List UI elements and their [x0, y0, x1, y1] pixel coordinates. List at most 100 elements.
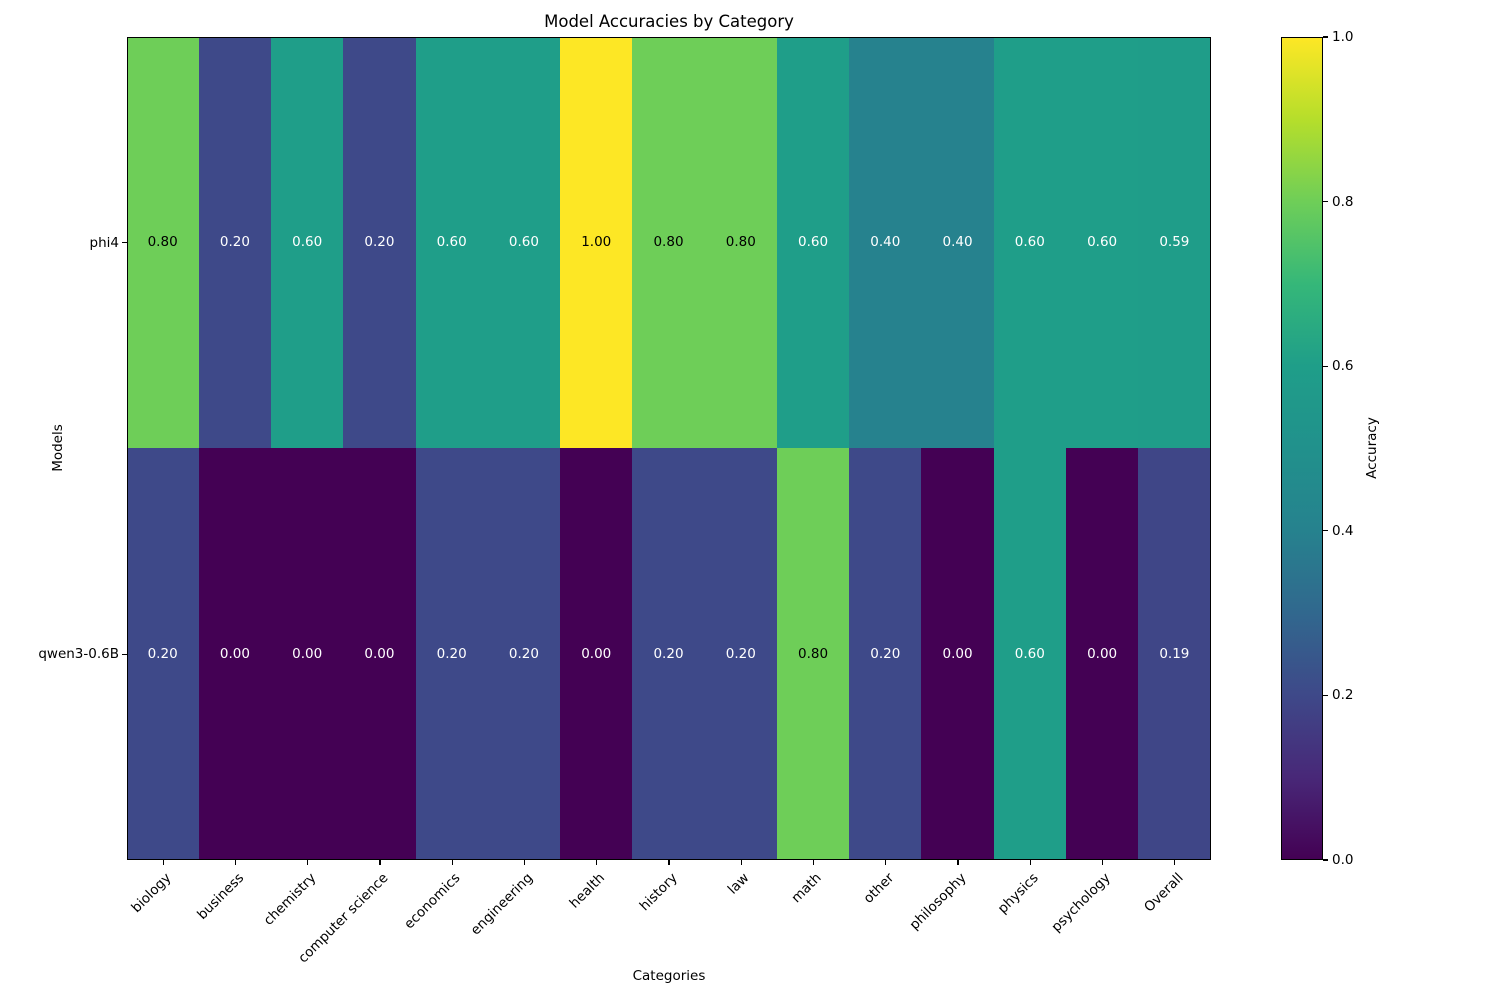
cell-value: 0.80: [147, 234, 178, 251]
colorbar-tick-label: 0.6: [1332, 358, 1354, 375]
x-tick: [812, 860, 815, 865]
colorbar-label: Accuracy: [1364, 417, 1380, 479]
heatmap-cell: [704, 448, 778, 859]
heatmap-cell: [415, 38, 489, 449]
heatmap-cell: [271, 448, 344, 859]
heatmap-cell: [849, 448, 923, 859]
heatmap-cells-layer: 0.80 0.20 0.60 0.20 0.60 0.60 1.00 0.80 0.80 0.60…: [128, 38, 1210, 859]
heatmap-cell: [704, 38, 778, 449]
colorbar-tick: [1323, 36, 1328, 38]
cell-value: 0.60: [1014, 234, 1045, 251]
heatmap-cell: [776, 38, 850, 449]
x-tick-label: history: [636, 870, 681, 915]
heatmap-cell: [415, 448, 489, 859]
colorbar: [1281, 37, 1323, 860]
x-tick-label: business: [193, 870, 247, 923]
heatmap-cell: [776, 448, 850, 859]
heatmap-cell: [921, 448, 995, 859]
x-tick: [885, 860, 887, 865]
x-tick: [740, 860, 742, 865]
cell-value: 0.00: [292, 645, 323, 662]
x-tick-label: chemistry: [260, 870, 319, 929]
cell-value: 0.40: [942, 234, 973, 251]
colorbar-tick-label: 0.0: [1332, 852, 1354, 868]
y-tick: [122, 242, 127, 244]
heatmap-cell: [849, 38, 923, 449]
heatmap-cell: [993, 38, 1067, 449]
x-tick: [1174, 860, 1176, 865]
heatmap-cell: [1138, 448, 1210, 859]
y-tick: [122, 653, 127, 655]
x-tick-label: other: [860, 870, 898, 907]
colorbar-tick: [1323, 859, 1328, 861]
heatmap-cell: [128, 448, 200, 859]
heatmap-cell: [487, 38, 561, 449]
cell-value: 0.80: [653, 234, 684, 251]
colorbar-tick: [1323, 530, 1328, 532]
cell-value: 0.20: [219, 234, 250, 251]
x-tick-label: psychology: [1048, 870, 1114, 936]
cell-value: 0.00: [364, 645, 395, 662]
cell-value: 0.20: [508, 645, 539, 662]
cell-value: 0.40: [870, 234, 901, 251]
colorbar-tick-label: 0.2: [1332, 687, 1354, 704]
cell-value: 0.00: [1087, 645, 1118, 662]
cell-value: 0.00: [942, 645, 973, 662]
heatmap-cell: [343, 448, 417, 859]
x-tick: [596, 860, 598, 865]
heatmap-cell: [632, 448, 706, 859]
heatmap-cell: [1065, 38, 1139, 449]
x-tick-label: law: [724, 870, 753, 898]
heatmap-cell: [128, 38, 200, 449]
heatmap-cell: [271, 38, 344, 449]
x-tick: [1102, 860, 1104, 865]
y-tick-label: phi4: [89, 234, 119, 251]
cell-value: 0.60: [508, 234, 539, 251]
cell-value: 0.60: [798, 234, 829, 251]
cell-value: 0.20: [870, 645, 901, 662]
x-tick: [957, 860, 959, 865]
heatmap-plot: 0.80 0.20 0.60 0.20 0.60 0.60 1.00 0.80 0.80 0.60…: [127, 37, 1211, 860]
x-tick-label: biology: [128, 870, 175, 917]
heatmap-cell: [343, 38, 417, 449]
heatmap-cell: [632, 38, 706, 449]
heatmap-cell: [198, 38, 272, 449]
x-tick-label: math: [788, 870, 825, 907]
x-tick: [307, 860, 309, 865]
cell-value: 0.20: [364, 234, 395, 251]
cell-value: 0.60: [1087, 234, 1118, 251]
x-tick-label: economics: [401, 870, 464, 933]
heatmap-cell: [560, 38, 633, 449]
colorbar-tick-label: 1.0: [1332, 29, 1354, 45]
colorbar-tick: [1323, 694, 1328, 696]
x-tick: [1029, 860, 1031, 865]
x-tick-label: physics: [994, 870, 1042, 917]
heatmap-cell: [198, 448, 272, 859]
x-tick: [234, 860, 236, 865]
x-tick: [668, 860, 670, 865]
colorbar-tick-label: 0.4: [1332, 522, 1354, 539]
colorbar-tick: [1323, 365, 1328, 367]
cell-value: 0.20: [147, 645, 178, 662]
cell-value: 0.00: [219, 645, 250, 662]
cell-value: 0.00: [581, 645, 612, 662]
x-tick-label: Overall: [1140, 870, 1187, 916]
x-axis-label: Categories: [632, 968, 706, 984]
heatmap-cell: [1138, 38, 1210, 449]
x-tick: [162, 860, 164, 865]
heatmap-cell: [1065, 448, 1139, 859]
heatmap-cell: [921, 38, 995, 449]
x-tick: [451, 860, 453, 865]
cell-value: 0.59: [1159, 234, 1190, 251]
colorbar-tick: [1323, 201, 1328, 203]
cell-value: 0.20: [725, 645, 756, 662]
y-tick-label: qwen3-0.6B: [38, 646, 119, 663]
colorbar-tick-label: 0.8: [1332, 193, 1354, 210]
x-tick: [523, 860, 526, 865]
x-tick-label: engineering: [467, 870, 536, 939]
heatmap-cell: [487, 448, 561, 859]
cell-value: 0.20: [436, 645, 467, 662]
cell-value: 1.00: [581, 234, 612, 251]
cell-value: 0.80: [725, 234, 756, 251]
